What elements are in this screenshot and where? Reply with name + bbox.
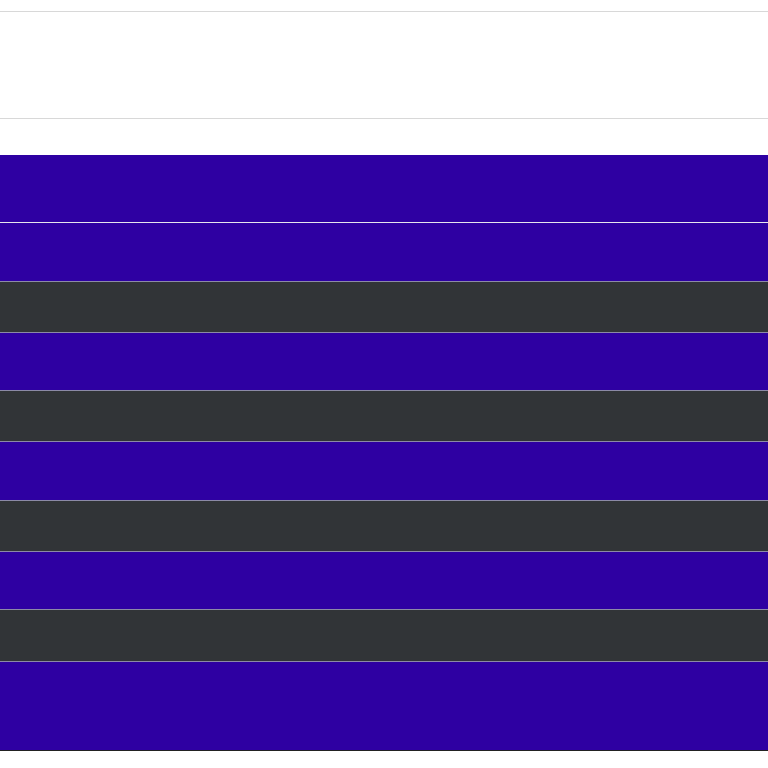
row[interactable] <box>0 391 768 441</box>
row[interactable] <box>0 155 768 222</box>
row[interactable] <box>0 282 768 332</box>
row[interactable] <box>0 442 768 500</box>
row[interactable] <box>0 610 768 661</box>
row-divider <box>0 500 768 501</box>
row[interactable] <box>0 662 768 750</box>
top-divider <box>0 11 768 12</box>
row-divider <box>0 551 768 552</box>
row[interactable] <box>0 333 768 390</box>
header-divider <box>0 118 768 119</box>
row-divider <box>0 661 768 662</box>
row-divider <box>0 441 768 442</box>
row[interactable] <box>0 223 768 281</box>
bottom-divider <box>0 750 768 751</box>
row-divider <box>0 390 768 391</box>
row-divider <box>0 222 768 223</box>
row-divider <box>0 281 768 282</box>
row-divider <box>0 609 768 610</box>
row[interactable] <box>0 552 768 609</box>
row[interactable] <box>0 501 768 551</box>
row-divider <box>0 332 768 333</box>
